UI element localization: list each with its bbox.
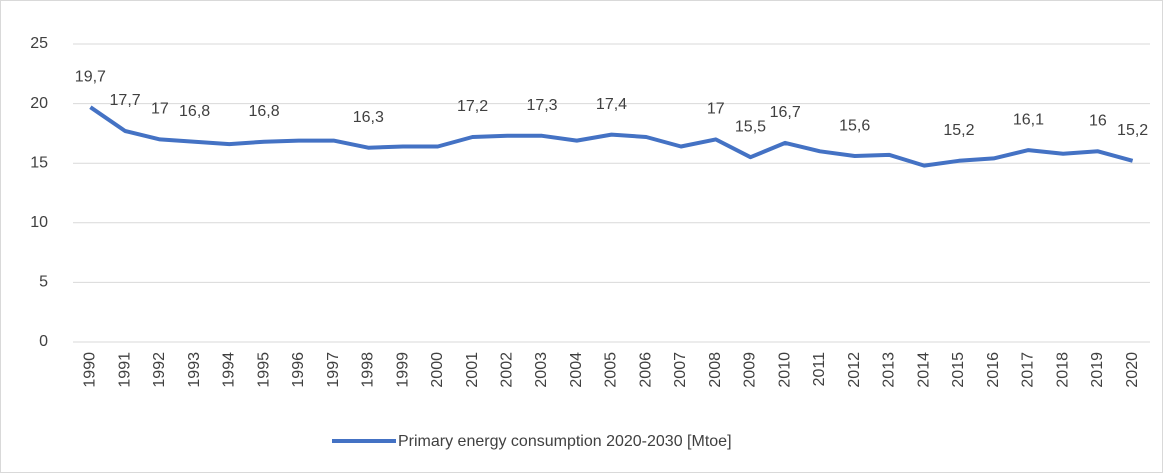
- x-tick-label: 2012: [846, 352, 863, 388]
- data-label: 17,3: [526, 97, 557, 114]
- y-tick-label: 25: [30, 35, 48, 52]
- x-tick-label: 1995: [255, 352, 272, 388]
- data-label: 15,5: [735, 118, 766, 135]
- x-tick-label: 1994: [221, 352, 238, 388]
- x-tick-label: 2016: [985, 352, 1002, 388]
- x-tick-label: 1993: [186, 352, 203, 388]
- x-tick-label: 2009: [742, 352, 759, 388]
- data-label: 16,8: [179, 103, 210, 120]
- legend-label: Primary energy consumption 2020-2030 [Mt…: [398, 433, 732, 450]
- y-tick-label: 0: [39, 333, 48, 350]
- x-tick-label: 2006: [637, 352, 654, 388]
- y-tick-label: 20: [30, 95, 48, 112]
- x-tick-label: 2013: [881, 352, 898, 388]
- x-tick-label: 2015: [950, 352, 967, 388]
- data-label: 17,2: [457, 98, 488, 115]
- data-label: 16,8: [249, 103, 280, 120]
- data-label: 17: [151, 101, 169, 118]
- x-tick-label: 1997: [325, 352, 342, 388]
- data-label: 16: [1089, 112, 1107, 129]
- series-line: [89, 105, 1134, 168]
- y-tick-label: 15: [30, 154, 48, 171]
- x-tick-label: 1998: [360, 352, 377, 388]
- x-tick-label: 2018: [1054, 352, 1071, 388]
- x-tick-label: 2017: [1020, 352, 1037, 388]
- x-tick-label: 2002: [498, 352, 515, 388]
- data-label: 19,7: [75, 68, 106, 85]
- data-label: 15,2: [1117, 122, 1148, 139]
- x-tick-label: 2001: [464, 352, 481, 388]
- x-tick-label: 1999: [394, 352, 411, 388]
- x-tick-label: 1992: [151, 352, 168, 388]
- y-tick-label: 5: [39, 274, 48, 291]
- data-label: 17,7: [110, 92, 141, 109]
- x-tick-label: 2005: [603, 352, 620, 388]
- x-tick-label: 2014: [915, 352, 932, 388]
- data-label: 15,6: [839, 117, 870, 134]
- x-tick-label: 1991: [116, 352, 133, 388]
- data-label: 16,7: [770, 104, 801, 121]
- x-tick-label: 2007: [672, 352, 689, 388]
- x-tick-label: 1996: [290, 352, 307, 388]
- data-label: 16,3: [353, 109, 384, 126]
- x-tick-label: 2020: [1124, 352, 1141, 388]
- x-tick-label: 2004: [568, 352, 585, 388]
- data-label: 17: [707, 101, 725, 118]
- y-tick-label: 10: [30, 214, 48, 231]
- x-tick-label: 2019: [1089, 352, 1106, 388]
- x-tick-label: 2011: [811, 352, 828, 387]
- data-label: 17,4: [596, 96, 627, 113]
- data-label: 16,1: [1013, 111, 1044, 128]
- x-tick-label: 2010: [776, 352, 793, 388]
- x-tick-label: 2003: [533, 352, 550, 388]
- data-label: 15,2: [943, 122, 974, 139]
- x-tick-label: 1990: [82, 352, 99, 388]
- x-tick-label: 2000: [429, 352, 446, 388]
- x-tick-label: 2008: [707, 352, 724, 388]
